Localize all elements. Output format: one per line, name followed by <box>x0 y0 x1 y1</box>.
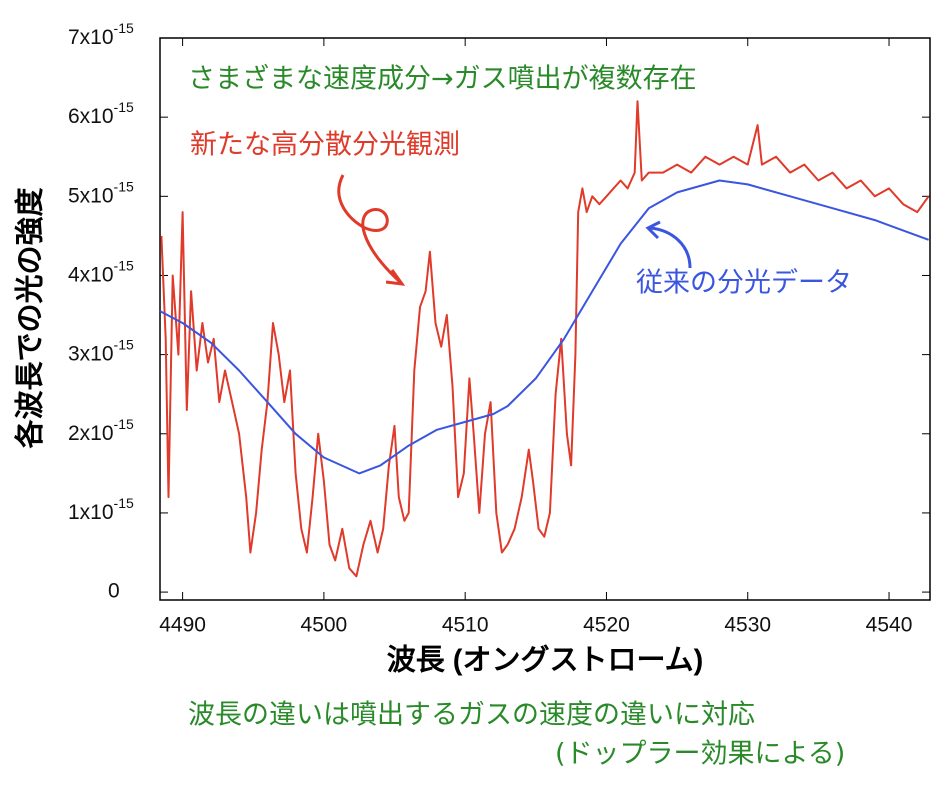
y-tick-mantissa: 2x10 <box>68 421 114 444</box>
y-tick-exponent: -15 <box>114 257 134 273</box>
y-tick-exponent: -15 <box>114 336 134 352</box>
arrow <box>649 226 692 269</box>
arrow-head <box>385 269 406 286</box>
y-tick-mantissa: 7x10 <box>68 26 114 49</box>
y-tick-mantissa: 4x10 <box>68 263 114 286</box>
arrow <box>337 174 402 284</box>
x-tick-label: 4500 <box>301 614 348 637</box>
annotation: さまざまな速度成分→ガス噴出が複数存在 <box>188 64 697 95</box>
y-tick-label: 7x10-15 <box>68 20 134 49</box>
series-line <box>160 100 930 578</box>
y-tick-exponent: -15 <box>114 495 134 511</box>
annotation: 従来の分光データ <box>636 268 852 299</box>
arrow-head <box>645 220 661 240</box>
annotation: (ドップラー効果による) <box>555 739 845 770</box>
y-tick-label: 1x10-15 <box>68 495 134 524</box>
y-tick-exponent: -15 <box>114 415 134 431</box>
series-line <box>159 179 929 475</box>
y-tick-label: 2x10-15 <box>68 415 134 444</box>
y-tick-exponent: -15 <box>114 99 134 115</box>
annotation: 新たな高分散分光観測 <box>190 130 460 161</box>
y-tick-label: 3x10-15 <box>68 336 134 365</box>
x-axis-label: 波長 (オングストローム) <box>387 644 704 677</box>
x-tick-label: 4490 <box>159 614 206 637</box>
y-tick-exponent: -15 <box>114 178 134 194</box>
plot-frame <box>159 37 931 601</box>
x-tick-label: 4520 <box>583 614 630 637</box>
y-axis-label: 各波長での光の強度 <box>13 187 47 449</box>
y-tick-mantissa: 6x10 <box>68 105 114 128</box>
y-tick-label: 0 <box>108 580 120 603</box>
y-tick-exponent: -15 <box>114 20 134 36</box>
x-tick-label: 4510 <box>442 614 489 637</box>
y-tick-label: 6x10-15 <box>68 99 134 128</box>
y-tick-mantissa: 5x10 <box>68 184 114 207</box>
y-tick-label: 4x10-15 <box>68 257 134 286</box>
annotation: 波長の違いは噴出するガスの速度の違いに対応 <box>188 700 755 731</box>
y-tick-label: 5x10-15 <box>68 178 134 207</box>
x-tick-label: 4530 <box>724 614 771 637</box>
y-tick-mantissa: 1x10 <box>68 500 114 523</box>
y-tick-mantissa: 3x10 <box>68 342 114 365</box>
x-tick-label: 4540 <box>866 614 913 637</box>
